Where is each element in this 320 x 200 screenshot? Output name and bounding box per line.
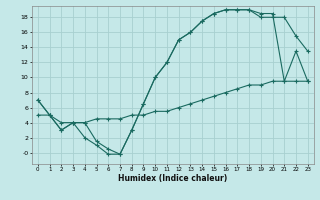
X-axis label: Humidex (Indice chaleur): Humidex (Indice chaleur) [118, 174, 228, 183]
